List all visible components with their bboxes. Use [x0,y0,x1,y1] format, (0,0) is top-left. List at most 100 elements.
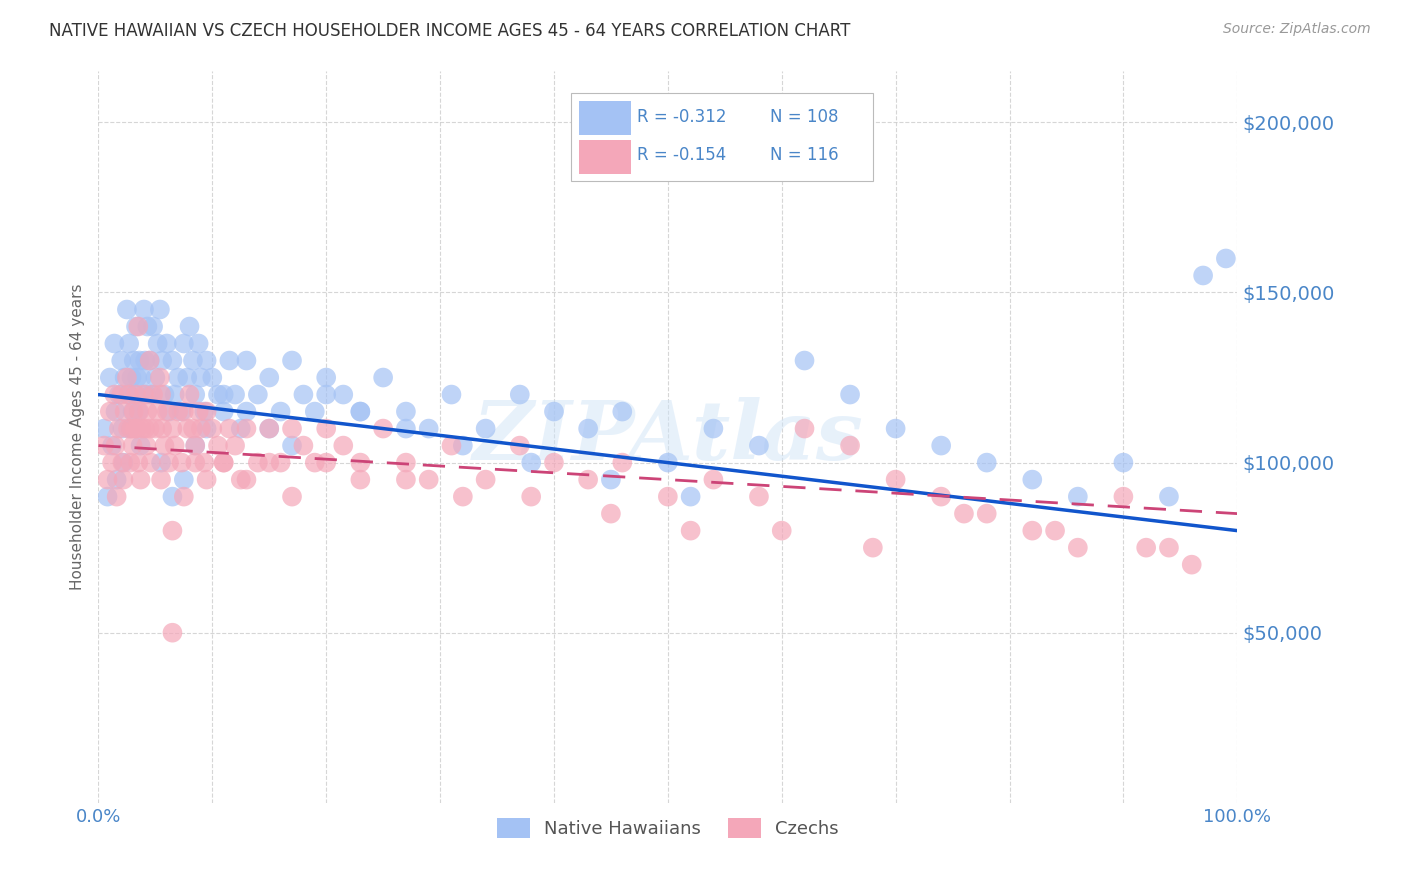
Point [173,404,195,418]
Point [543,404,565,418]
Point [349,404,371,418]
Point [748,490,770,504]
Point [132,387,155,401]
Point [105,473,128,487]
Point [1067,541,1090,555]
Point [173,473,195,487]
Y-axis label: Householder Income Ages 45 - 64 years: Householder Income Ages 45 - 64 years [69,284,84,591]
Point [167,370,190,384]
Point [281,421,304,435]
Point [122,353,145,368]
Point [509,387,531,401]
Point [103,387,125,401]
Point [149,370,172,384]
Point [108,387,131,401]
Point [124,421,146,435]
Point [229,473,252,487]
Point [145,370,167,384]
Point [702,473,724,487]
Point [157,404,180,418]
FancyBboxPatch shape [571,94,873,181]
Point [115,302,138,317]
Point [195,404,218,418]
Point [110,387,132,401]
Point [112,456,135,470]
Point [770,524,793,538]
Point [679,524,702,538]
Point [127,456,149,470]
Point [117,421,139,435]
Text: Source: ZipAtlas.com: Source: ZipAtlas.com [1223,22,1371,37]
Point [170,404,193,418]
Point [1135,541,1157,555]
Point [134,353,156,368]
Point [1021,473,1043,487]
Point [184,439,207,453]
Point [315,421,337,435]
Point [138,421,160,435]
Point [162,490,184,504]
Point [104,439,127,453]
Point [224,387,246,401]
Point [181,353,204,368]
Point [104,404,127,418]
Point [474,473,496,487]
Point [235,421,257,435]
Point [127,370,149,384]
Point [120,370,142,384]
Point [176,370,198,384]
Point [315,370,337,384]
Point [418,421,440,435]
Point [1021,524,1043,538]
Point [150,421,173,435]
Point [884,421,907,435]
Point [162,353,184,368]
Point [150,456,173,470]
Point [93,421,115,435]
Point [101,456,124,470]
Point [142,387,165,401]
Point [184,439,207,453]
Point [304,404,326,418]
Point [576,473,599,487]
Point [543,456,565,470]
FancyBboxPatch shape [579,140,631,174]
Point [145,421,167,435]
Point [187,404,209,418]
Point [395,404,418,418]
Text: R = -0.154: R = -0.154 [637,146,727,164]
Point [212,404,235,418]
Point [1157,541,1180,555]
Point [120,421,142,435]
Point [281,439,304,453]
Point [96,473,118,487]
Point [509,439,531,453]
Point [371,421,394,435]
Point [131,370,153,384]
Point [136,319,159,334]
Point [146,404,169,418]
Point [281,353,304,368]
Point [418,473,440,487]
Point [190,421,212,435]
Point [201,370,224,384]
Point [304,456,326,470]
Point [1043,524,1066,538]
Point [224,439,246,453]
Point [259,421,281,435]
Point [235,473,257,487]
Point [132,302,155,317]
Point [122,404,145,418]
Point [332,439,354,453]
Point [451,439,474,453]
Point [679,490,702,504]
Point [138,353,160,368]
Point [153,387,176,401]
Point [190,370,212,384]
Point [163,439,186,453]
Point [127,404,149,418]
Point [162,421,184,435]
Point [520,490,543,504]
Point [135,387,157,401]
Point [1112,490,1135,504]
